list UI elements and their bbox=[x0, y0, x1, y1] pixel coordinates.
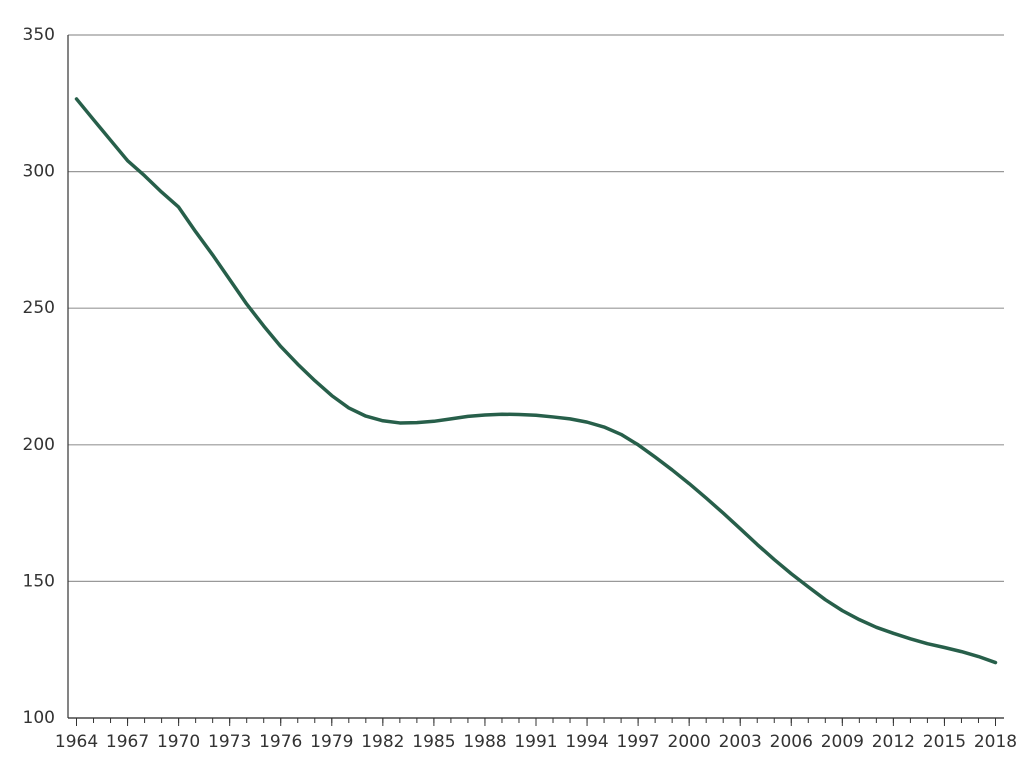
y-tick-label: 200 bbox=[23, 435, 55, 455]
x-tick-label: 1988 bbox=[463, 732, 506, 752]
x-tick-label: 1997 bbox=[616, 732, 659, 752]
y-tick-label: 350 bbox=[23, 25, 55, 45]
y-tick-label: 250 bbox=[23, 298, 55, 318]
x-tick-label: 2003 bbox=[719, 732, 762, 752]
x-tick-label: 1964 bbox=[55, 732, 98, 752]
x-tick-label: 1976 bbox=[259, 732, 302, 752]
x-tick-label: 1979 bbox=[310, 732, 353, 752]
x-tick-label: 2000 bbox=[668, 732, 711, 752]
x-tick-label: 2009 bbox=[821, 732, 864, 752]
y-tick-label: 100 bbox=[23, 708, 55, 728]
x-tick-label: 1985 bbox=[412, 732, 455, 752]
x-tick-label: 1994 bbox=[565, 732, 608, 752]
x-tick-label: 2006 bbox=[770, 732, 813, 752]
x-tick-label: 2015 bbox=[923, 732, 966, 752]
x-tick-label: 2018 bbox=[974, 732, 1017, 752]
y-tick-label: 300 bbox=[23, 162, 55, 182]
x-tick-label: 2012 bbox=[872, 732, 915, 752]
y-tick-label: 150 bbox=[23, 571, 55, 591]
x-tick-label: 1970 bbox=[157, 732, 200, 752]
x-tick-label: 1967 bbox=[106, 732, 149, 752]
data-line bbox=[74, 97, 998, 665]
x-tick-label: 1982 bbox=[361, 732, 404, 752]
x-tick-label: 1973 bbox=[208, 732, 251, 752]
x-tick-label: 1991 bbox=[514, 732, 557, 752]
